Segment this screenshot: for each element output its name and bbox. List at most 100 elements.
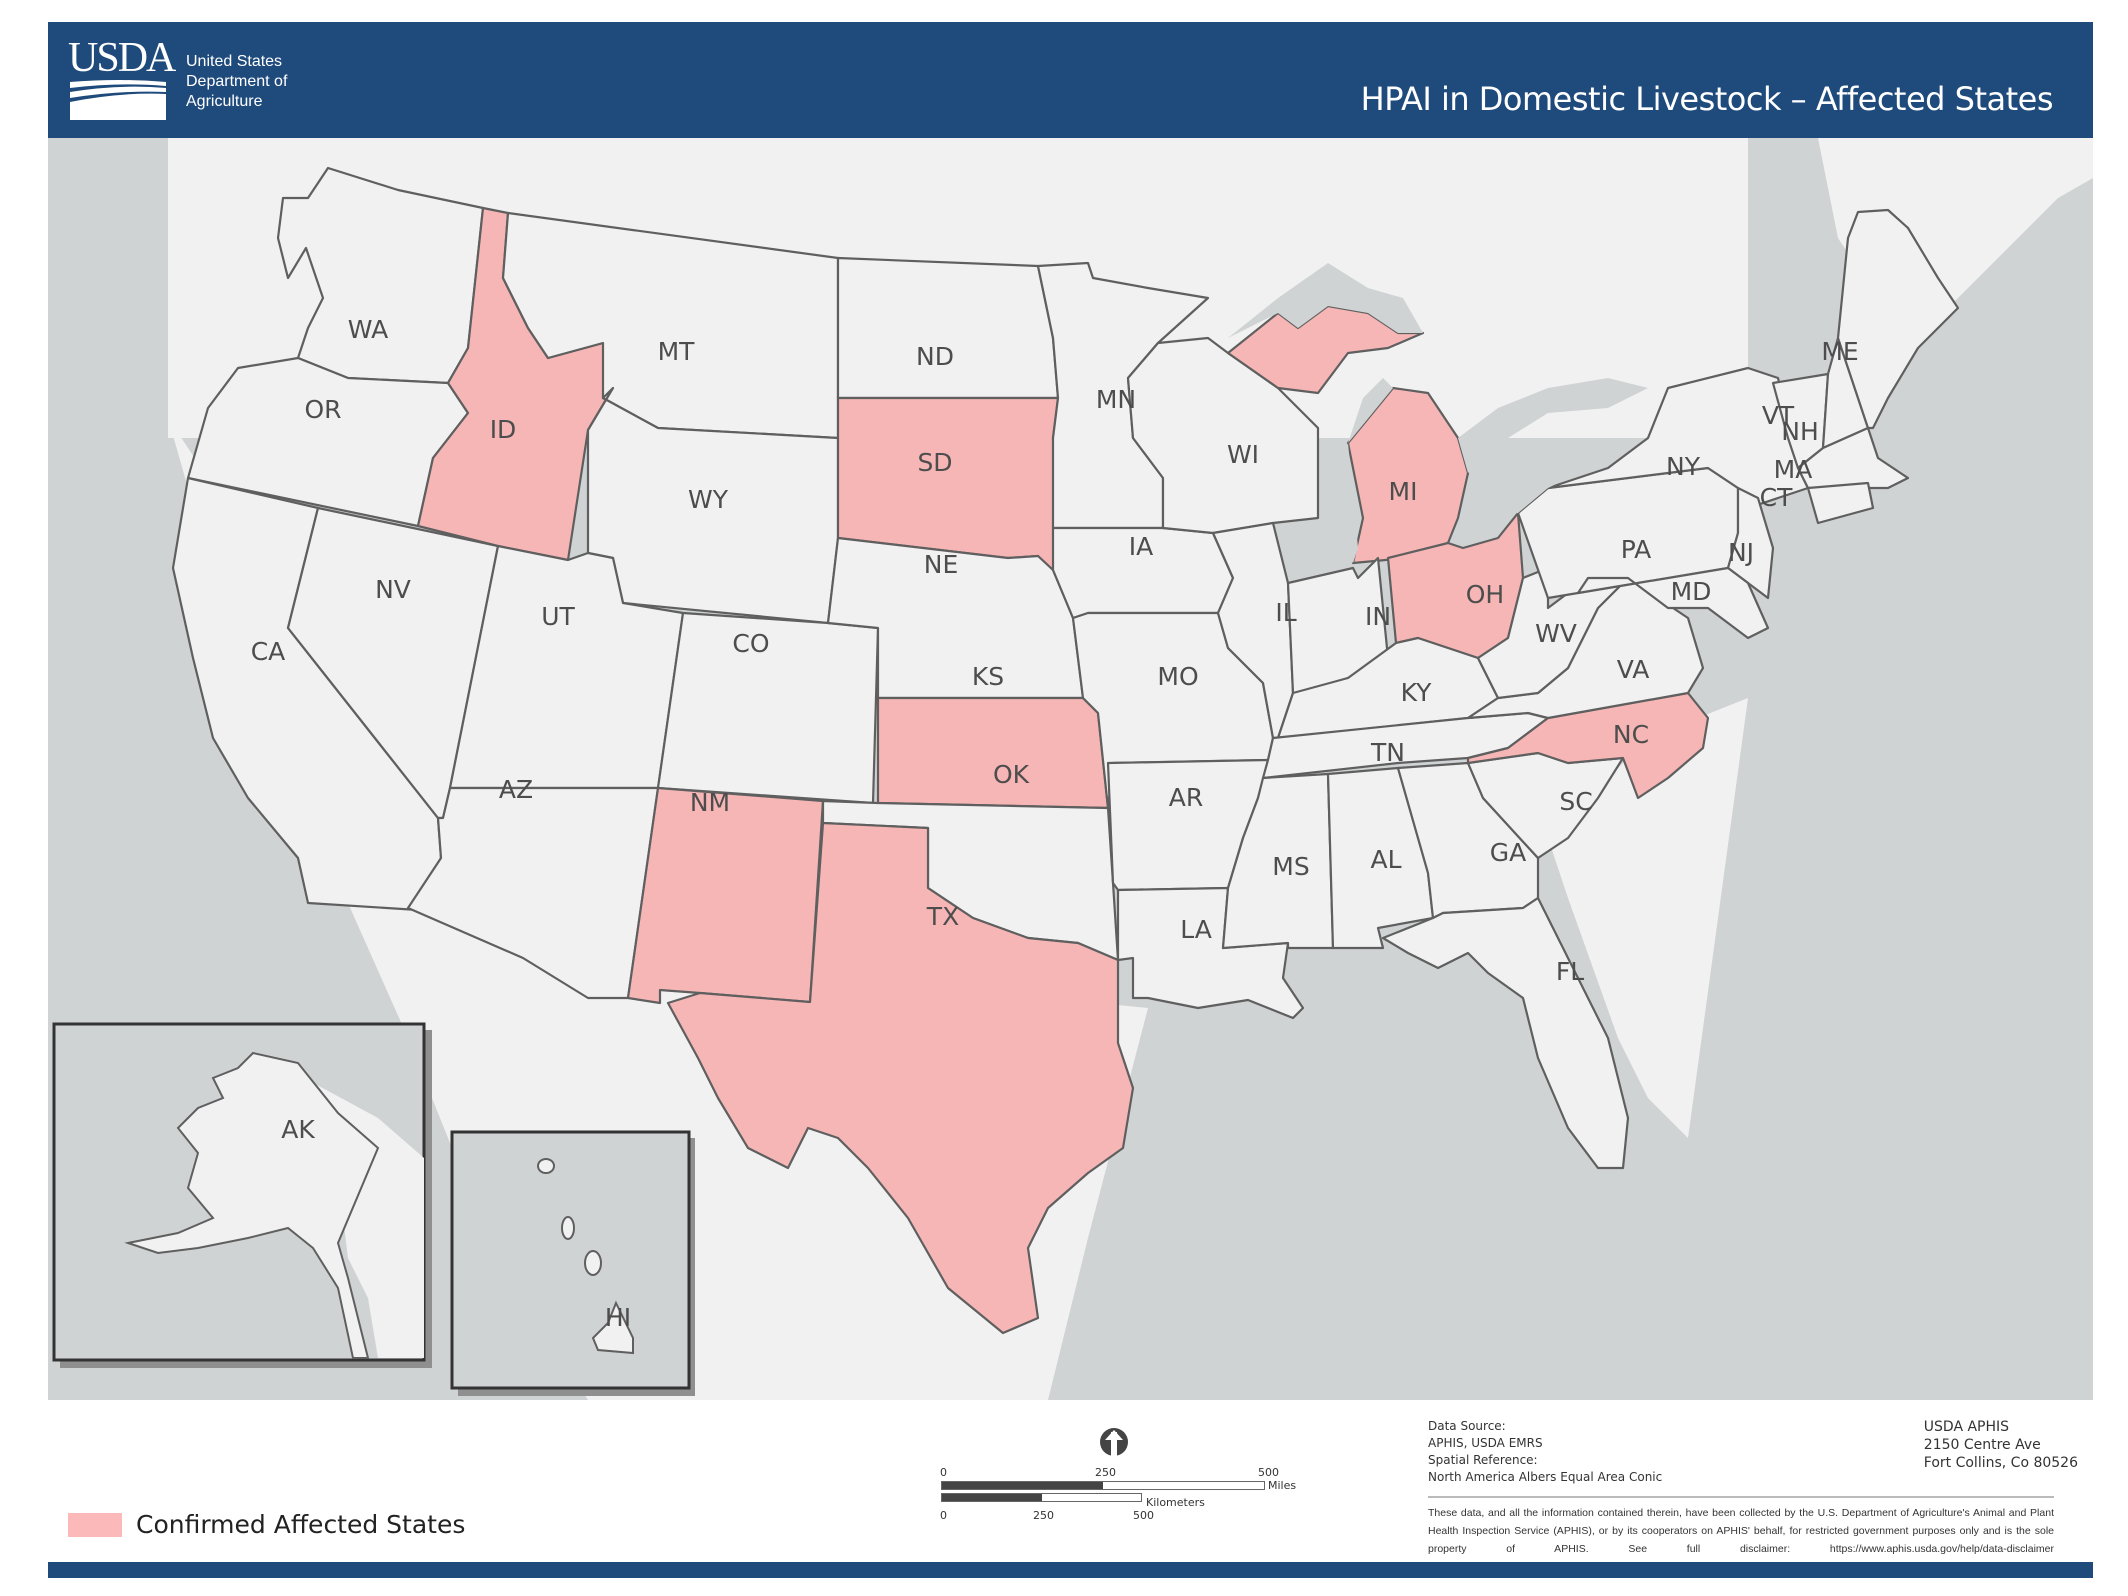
state-label-ak: AK xyxy=(281,1115,315,1144)
data-source-label: Data Source: xyxy=(1428,1419,1506,1433)
disclaimer-text: These data, and all the information cont… xyxy=(1428,1507,2054,1555)
scale-km-250: 250 xyxy=(1033,1509,1054,1522)
scale-miles-250: 250 xyxy=(1095,1466,1116,1479)
state-me xyxy=(1836,208,1960,430)
spatial-reference-label: Spatial Reference: xyxy=(1428,1453,1538,1467)
state-label-ct: CT xyxy=(1760,483,1793,512)
state-label-in: IN xyxy=(1365,602,1391,631)
state-label-tn: TN xyxy=(1370,738,1405,767)
state-label-ky: KY xyxy=(1401,678,1433,707)
state-label-nc: NC xyxy=(1613,720,1649,749)
agency-name: United States Department of Agriculture xyxy=(186,52,287,112)
scale-km-unit: Kilometers xyxy=(1146,1496,1205,1509)
usda-logo: USDA xyxy=(68,35,176,123)
map-frame: WA OR CA NV ID MT WY UT AZ CO NM ND SD NE KS OK TX MN IA MO… xyxy=(48,138,2093,1400)
state-wv xyxy=(1476,566,1630,700)
address-block: USDA APHIS 2150 Centre Ave Fort Collins,… xyxy=(1924,1418,2078,1472)
state-label-mi: MI xyxy=(1389,477,1418,506)
legend-swatch-affected xyxy=(68,1512,122,1537)
state-label-co: CO xyxy=(732,629,769,658)
legend-label-affected: Confirmed Affected States xyxy=(136,1510,466,1539)
scale-miles-unit: Miles xyxy=(1268,1479,1297,1492)
state-ct xyxy=(1806,481,1875,525)
state-label-id: ID xyxy=(490,415,517,444)
state-label-ga: GA xyxy=(1490,838,1526,867)
scale-km-0: 0 xyxy=(940,1509,947,1522)
agency-line-3: Agriculture xyxy=(186,93,263,110)
state-label-me: ME xyxy=(1821,337,1858,366)
address-line-1: USDA APHIS xyxy=(1923,1419,2010,1435)
state-label-pa: PA xyxy=(1621,535,1652,564)
legend: Confirmed Affected States xyxy=(68,1510,465,1539)
state-label-wi: WI xyxy=(1227,440,1259,469)
state-label-nv: NV xyxy=(375,575,411,604)
state-label-nd: ND xyxy=(916,342,954,371)
scale-bar-miles xyxy=(941,1481,1265,1490)
state-label-al: AL xyxy=(1370,845,1401,874)
state-label-ms: MS xyxy=(1272,852,1309,881)
state-label-il: IL xyxy=(1275,598,1296,627)
state-label-ma: MA xyxy=(1774,455,1813,484)
state-label-la: LA xyxy=(1180,915,1212,944)
state-label-vt: VT xyxy=(1762,401,1795,430)
map-title: HPAI in Domestic Livestock – Affected St… xyxy=(1360,80,2054,118)
divider xyxy=(1428,1496,2054,1498)
usda-field-icon xyxy=(70,80,166,120)
address-line-2: 2150 Centre Ave xyxy=(1923,1437,2041,1453)
state-nj xyxy=(1726,486,1775,600)
state-labels: WA OR CA NV ID MT WY UT AZ CO NM ND SD NE KS OK TX MN IA MO… xyxy=(251,315,1859,1332)
state-nm[interactable] xyxy=(626,786,825,1005)
alaska-inset xyxy=(52,1022,432,1368)
state-label-ia: IA xyxy=(1129,532,1153,561)
state-label-tx: TX xyxy=(926,902,959,931)
state-label-or: OR xyxy=(304,395,341,424)
spatial-reference: North America Albers Equal Area Conic xyxy=(1428,1470,1663,1484)
state-label-wy: WY xyxy=(688,485,729,514)
state-label-ca: CA xyxy=(251,637,286,666)
canada-land xyxy=(48,138,2093,328)
agency-line-2: Department of xyxy=(186,73,288,90)
state-label-ks: KS xyxy=(972,662,1004,691)
map-metadata: Data Source: APHIS, USDA EMRS Spatial Re… xyxy=(1428,1418,2078,1555)
state-label-mt: MT xyxy=(658,337,696,366)
header-banner: USDA United States Department of Agricul… xyxy=(48,22,2093,138)
state-label-nj: NJ xyxy=(1728,538,1754,567)
great-lakes xyxy=(1228,263,1648,563)
address-line-3: Fort Collins, Co 80526 xyxy=(1923,1455,2078,1471)
state-co xyxy=(656,611,880,805)
state-label-ne: NE xyxy=(924,550,959,579)
state-label-md: MD xyxy=(1671,577,1712,606)
state-label-ny: NY xyxy=(1666,452,1701,481)
state-boundaries xyxy=(171,166,1960,1335)
state-md xyxy=(1576,566,1770,640)
usda-logo-text: USDA xyxy=(68,35,176,81)
state-fl xyxy=(1381,896,1630,1170)
hawaii-inset xyxy=(450,1130,695,1396)
footer-bar xyxy=(48,1562,2093,1578)
us-map: WA OR CA NV ID MT WY UT AZ CO NM ND SD NE KS OK TX MN IA MO… xyxy=(48,138,2093,1400)
state-label-sc: SC xyxy=(1559,787,1592,816)
state-label-va: VA xyxy=(1617,655,1650,684)
state-label-az: AZ xyxy=(499,775,533,804)
data-source: APHIS, USDA EMRS xyxy=(1428,1436,1543,1450)
state-label-nm: NM xyxy=(690,788,730,817)
state-ak xyxy=(124,1051,380,1359)
scale-bar-km xyxy=(941,1493,1142,1502)
state-label-mn: MN xyxy=(1096,385,1136,414)
agency-line-1: United States xyxy=(186,53,283,70)
state-label-oh: OH xyxy=(1466,580,1504,609)
state-label-nh: NH xyxy=(1781,417,1819,446)
state-label-sd: SD xyxy=(917,448,952,477)
state-label-hi: HI xyxy=(605,1303,631,1332)
state-label-ut: UT xyxy=(541,602,575,631)
state-label-mo: MO xyxy=(1157,662,1198,691)
state-nd xyxy=(836,256,1060,400)
state-label-fl: FL xyxy=(1556,957,1584,986)
scale-miles-500: 500 xyxy=(1258,1466,1279,1479)
scale-km-500: 500 xyxy=(1133,1509,1154,1522)
scale-miles-0: 0 xyxy=(940,1466,947,1479)
state-ks[interactable] xyxy=(876,696,1110,810)
state-label-ar: AR xyxy=(1169,783,1203,812)
state-label-wa: WA xyxy=(348,315,388,344)
state-tx[interactable] xyxy=(666,821,1135,1335)
